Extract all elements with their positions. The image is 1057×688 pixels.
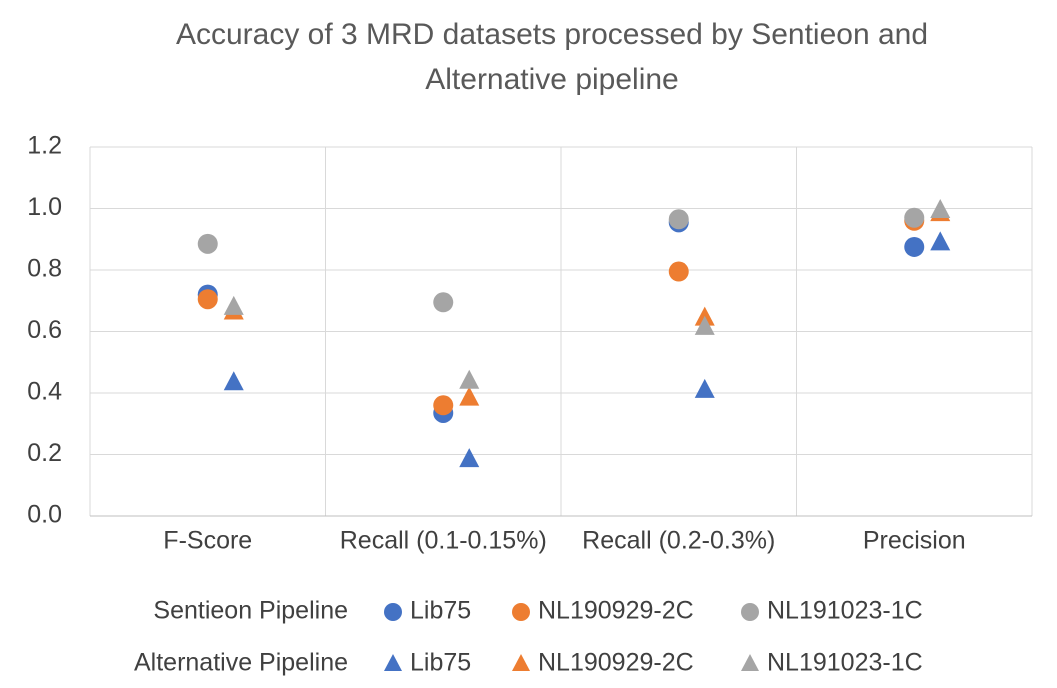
legend-label: Lib75 — [410, 649, 471, 677]
legend-label: NL191023-1C — [767, 597, 923, 625]
y-tick-label: 1.2 — [27, 132, 62, 160]
legend-group-label: Alternative Pipeline — [134, 649, 348, 677]
point — [223, 371, 244, 391]
point — [197, 233, 218, 254]
x-tick-label: Recall (0.1-0.15%) — [340, 527, 547, 555]
point — [668, 209, 689, 230]
point — [433, 292, 454, 313]
legend-marker — [384, 603, 402, 621]
legend-marker — [512, 603, 530, 621]
point — [433, 395, 454, 416]
x-tick-label: Recall (0.2-0.3%) — [582, 527, 775, 555]
legend-group-label: Sentieon Pipeline — [153, 597, 348, 625]
y-tick-label: 0.2 — [27, 439, 62, 467]
y-tick-label: 0.8 — [27, 255, 62, 283]
legend-marker — [741, 654, 759, 671]
point — [459, 386, 480, 406]
point — [694, 315, 715, 335]
legend-label: NL190929-2C — [538, 597, 694, 625]
y-tick-label: 0.0 — [27, 501, 62, 529]
y-tick-label: 0.6 — [27, 316, 62, 344]
point — [930, 231, 951, 251]
chart-title: Accuracy of 3 MRD datasets processed by … — [175, 18, 929, 96]
legend-label: NL190929-2C — [538, 649, 694, 677]
point — [223, 295, 244, 315]
legend-label: NL191023-1C — [767, 649, 923, 677]
legend-marker — [741, 603, 759, 621]
x-tick-label: F-Score — [163, 527, 252, 555]
legend-marker — [512, 654, 530, 671]
y-tick-label: 0.4 — [27, 378, 62, 406]
point — [694, 378, 715, 398]
point — [904, 236, 925, 257]
point — [668, 261, 689, 282]
point — [197, 289, 218, 310]
legend-marker — [384, 654, 402, 671]
point — [930, 199, 951, 219]
x-tick-label: Precision — [863, 527, 966, 555]
legend-label: Lib75 — [410, 597, 471, 625]
point — [904, 207, 925, 228]
point — [459, 448, 480, 468]
point — [459, 369, 480, 389]
y-tick-label: 1.0 — [27, 193, 62, 221]
